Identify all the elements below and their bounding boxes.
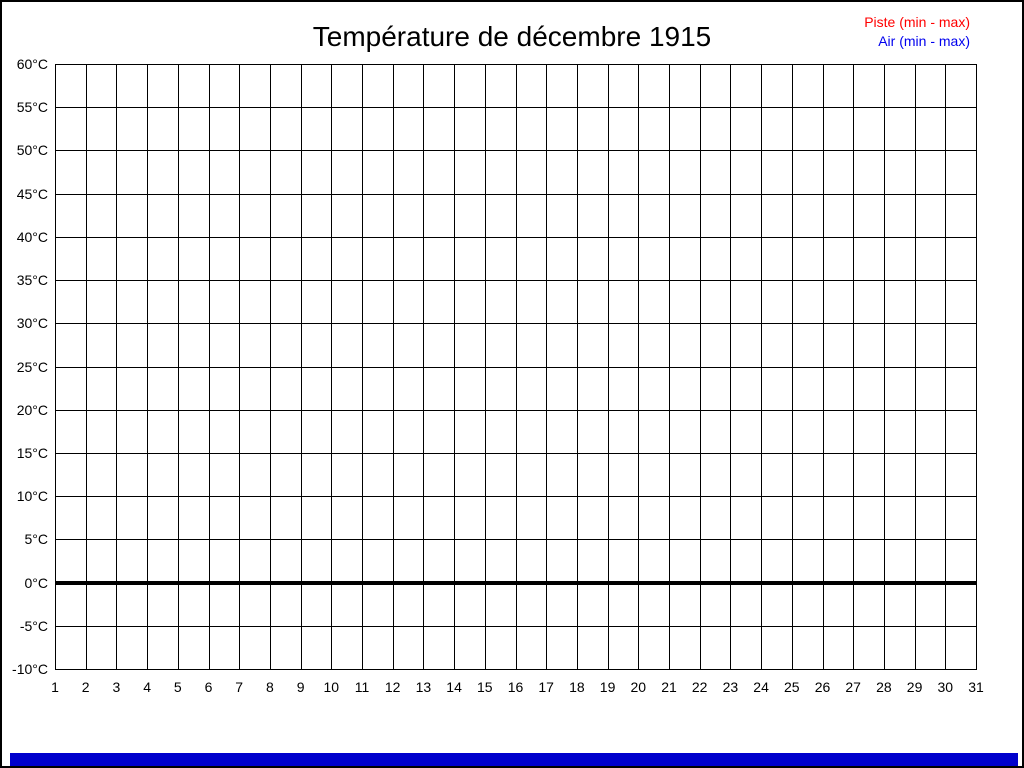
- x-tick-label: 30: [937, 679, 954, 695]
- y-tick-label: -10°C: [12, 661, 48, 677]
- y-tick-label: 25°C: [16, 358, 48, 375]
- x-tick-label: 23: [722, 679, 739, 695]
- x-tick-label: 29: [906, 679, 923, 695]
- x-tick-label: 12: [384, 679, 401, 695]
- x-tick-label: 27: [845, 679, 861, 695]
- y-tick-label: 10°C: [16, 488, 48, 505]
- x-tick-label: 10: [323, 679, 340, 695]
- x-tick-label: 11: [354, 679, 370, 695]
- chart-title: Température de décembre 1915: [312, 21, 712, 52]
- y-tick-label: 50°C: [16, 142, 48, 159]
- x-tick-label: 1: [51, 679, 59, 695]
- x-tick-label: 28: [876, 679, 892, 695]
- y-tick-label: 5°C: [24, 531, 49, 548]
- x-tick-label: 9: [296, 679, 305, 695]
- x-tick-label: 8: [265, 679, 274, 695]
- legend-item-air: Air (min - max): [878, 33, 970, 49]
- x-tick-label: 3: [112, 679, 121, 695]
- x-tick-label: 24: [753, 679, 769, 695]
- y-tick-label: -5°C: [19, 617, 48, 634]
- y-tick-label: 35°C: [16, 272, 48, 289]
- x-tick-label: 19: [599, 679, 616, 695]
- y-tick-label: 20°C: [16, 401, 48, 418]
- x-tick-label: 2: [81, 679, 90, 695]
- footer-bar: [10, 753, 1018, 766]
- plot-area: [55, 64, 977, 670]
- y-tick-label: 30°C: [16, 315, 48, 332]
- x-tick-label: 5: [173, 679, 182, 695]
- legend: Piste (min - max) Air (min - max): [864, 13, 970, 51]
- x-tick-label: 16: [507, 679, 524, 695]
- x-tick-label: 21: [661, 679, 677, 695]
- y-tick-label: 45°C: [16, 185, 48, 202]
- y-tick-label: 60°C: [16, 56, 48, 72]
- x-tick-label: 18: [569, 679, 585, 695]
- legend-item-piste: Piste (min - max): [864, 14, 970, 30]
- y-tick-label: 55°C: [16, 99, 48, 116]
- x-tick-label: 25: [784, 679, 800, 695]
- x-tick-label: 26: [814, 679, 831, 695]
- x-tick-label: 4: [143, 679, 151, 695]
- y-tick-label: 0°C: [24, 574, 49, 591]
- x-tick-label: 17: [538, 679, 554, 695]
- y-tick-label: 40°C: [16, 228, 48, 245]
- x-tick-label: 20: [630, 679, 647, 695]
- x-tick-label: 7: [235, 679, 244, 695]
- y-tick-label: 15°C: [16, 444, 48, 461]
- x-tick-label: 22: [691, 679, 708, 695]
- x-tick-label: 31: [968, 679, 984, 695]
- x-tick-label: 15: [477, 679, 493, 695]
- x-tick-label: 13: [415, 679, 432, 695]
- x-tick-label: 14: [446, 679, 462, 695]
- x-tick-label: 6: [204, 679, 213, 695]
